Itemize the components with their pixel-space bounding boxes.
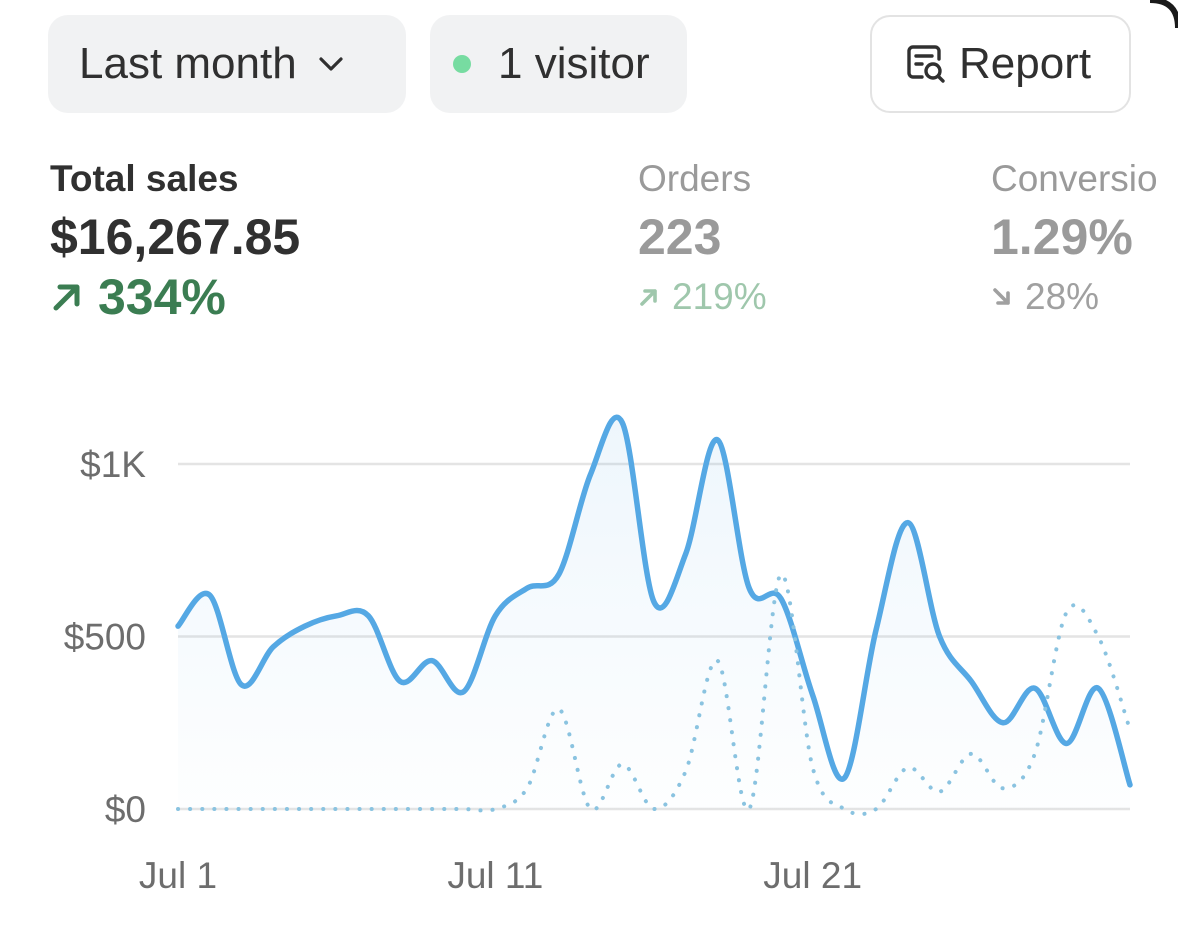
period-label: Last month: [79, 39, 297, 88]
metric-change-value: 334%: [98, 269, 226, 325]
y-tick-label: $1K: [80, 444, 146, 485]
report-search-icon: [905, 43, 947, 85]
series-line-comparison[interactable]: [176, 572, 1132, 817]
metric-orders[interactable]: Orders 223 219%: [638, 157, 767, 319]
x-tick-label: Jul 1: [139, 855, 217, 896]
report-label: Report: [959, 39, 1092, 88]
status-dot-icon: [453, 55, 471, 73]
period-select[interactable]: Last month: [48, 15, 406, 113]
metric-value: $16,267.85: [50, 209, 301, 265]
arrow-up-right-icon: [638, 286, 660, 308]
series-line-current[interactable]: [175, 414, 1133, 788]
x-tick-label: Jul 21: [763, 855, 862, 896]
metric-conversion[interactable]: Conversio 1.29% 28%: [991, 157, 1158, 319]
report-button[interactable]: Report: [870, 15, 1131, 113]
x-tick-label: Jul 11: [447, 855, 543, 896]
arrow-down-right-icon: [991, 286, 1013, 308]
metric-change: 219%: [638, 275, 767, 319]
metric-label: Total sales: [50, 158, 239, 199]
metric-total-sales[interactable]: Total sales $16,267.85 334%: [50, 157, 300, 325]
metric-change: 334%: [50, 269, 300, 325]
series-area-fill: [178, 417, 1130, 809]
y-tick-label: $500: [64, 617, 146, 658]
metric-change-value: 28%: [1025, 276, 1100, 317]
chevron-down-icon: [317, 55, 345, 73]
metric-change: 28%: [991, 275, 1158, 319]
y-tick-label: $0: [105, 789, 146, 830]
metric-value: 223: [638, 209, 722, 265]
metric-change-value: 219%: [672, 276, 767, 317]
live-visitors-badge[interactable]: 1 visitor: [430, 15, 687, 113]
metric-value: 1.29%: [991, 209, 1133, 265]
metric-label: Orders: [638, 158, 752, 199]
visitors-label: 1 visitor: [498, 39, 650, 88]
metric-label: Conversio: [991, 158, 1158, 199]
arrow-up-right-icon: [50, 280, 84, 314]
